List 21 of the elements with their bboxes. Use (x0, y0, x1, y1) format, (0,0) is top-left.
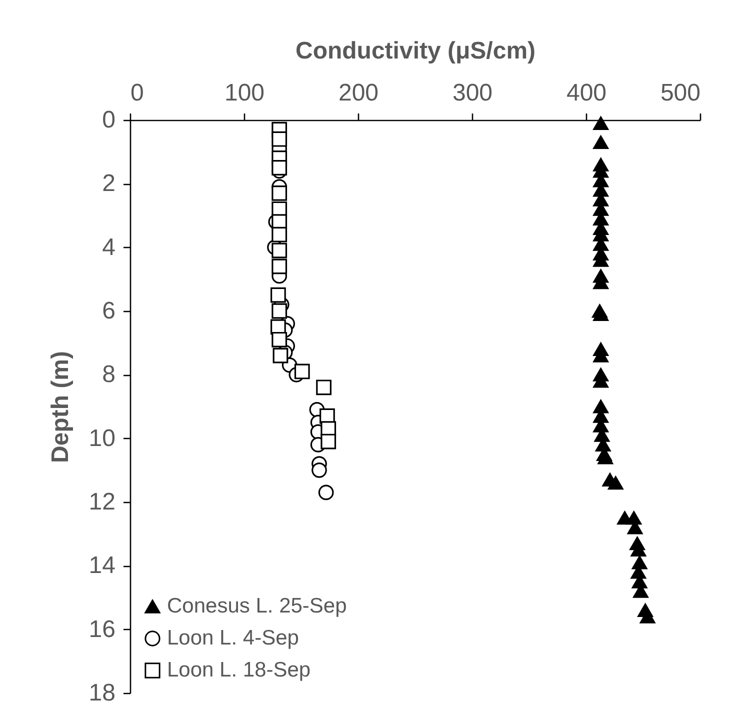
y-tick-label: 16 (88, 616, 116, 643)
y-tick-label: 14 (88, 552, 116, 580)
y-tick-label: 0 (102, 106, 116, 134)
x-tick-label: 500 (660, 80, 700, 106)
x-tick-label: 200 (338, 80, 379, 106)
y-tick-label: 12 (88, 488, 116, 516)
y-tick-label: 8 (102, 361, 116, 388)
x-tick-label: 100 (224, 80, 265, 106)
y-tick-label: 4 (102, 234, 116, 261)
x-axis-title: Conductivity (μS/cm) (295, 38, 536, 64)
y-tick-label: 6 (102, 298, 116, 324)
y-tick-label: 10 (88, 424, 116, 452)
legend-label: Loon L. 18-Sep (167, 658, 311, 682)
x-tick-label: 0 (130, 80, 144, 106)
legend-label: Loon L. 4-Sep (167, 626, 299, 650)
x-tick-label: 300 (452, 80, 493, 106)
y-axis-title: Depth (m) (46, 351, 74, 463)
y-tick-label: 2 (102, 170, 116, 198)
legend-label: Conesus L. 25-Sep (167, 594, 347, 618)
x-tick-label: 400 (566, 80, 607, 106)
y-tick-label: 18 (88, 680, 116, 706)
